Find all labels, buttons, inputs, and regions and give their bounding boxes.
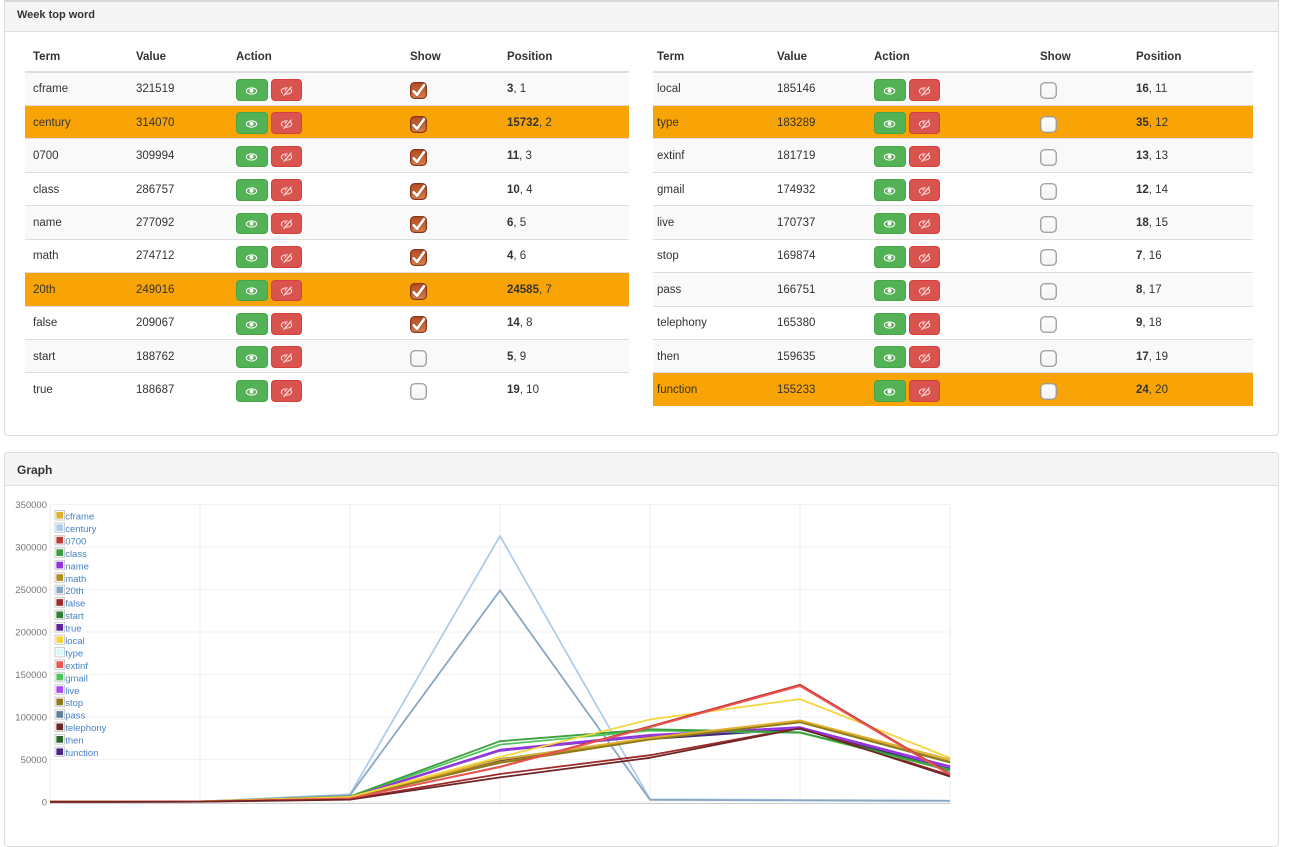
svg-text:telephony: telephony (65, 723, 106, 734)
svg-text:0700: 0700 (65, 537, 86, 548)
svg-text:gmail: gmail (65, 674, 88, 685)
svg-text:extinf: extinf (65, 661, 88, 672)
svg-text:cframe: cframe (65, 512, 94, 523)
svg-text:250000: 250000 (15, 585, 47, 596)
svg-text:name: name (65, 562, 89, 573)
svg-text:start: start (65, 611, 84, 622)
svg-text:150000: 150000 (15, 670, 47, 681)
svg-text:type: type (65, 649, 83, 660)
svg-text:100000: 100000 (15, 713, 47, 724)
svg-text:50000: 50000 (21, 755, 47, 766)
svg-text:stop: stop (65, 699, 83, 710)
svg-text:350000: 350000 (15, 500, 47, 511)
svg-text:true: true (65, 624, 81, 635)
svg-text:false: false (65, 599, 85, 610)
svg-text:century: century (65, 524, 96, 535)
svg-text:local: local (65, 636, 85, 647)
svg-text:200000: 200000 (15, 628, 47, 639)
svg-text:0: 0 (42, 798, 47, 809)
svg-text:math: math (65, 574, 86, 585)
svg-text:then: then (65, 736, 84, 747)
svg-text:20th: 20th (65, 587, 84, 598)
svg-text:class: class (65, 549, 87, 560)
svg-text:300000: 300000 (15, 543, 47, 554)
svg-text:pass: pass (65, 711, 85, 722)
svg-text:live: live (65, 686, 79, 697)
svg-text:function: function (65, 748, 98, 759)
